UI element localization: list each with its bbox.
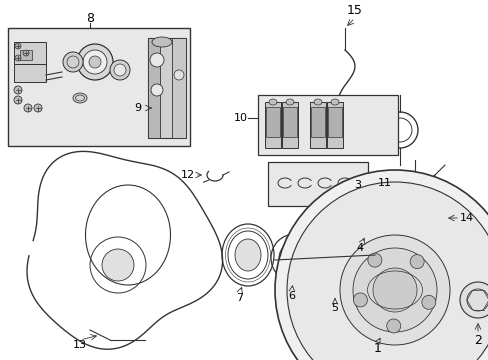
Circle shape bbox=[337, 272, 345, 280]
Circle shape bbox=[279, 242, 310, 274]
Ellipse shape bbox=[268, 99, 276, 105]
Circle shape bbox=[372, 268, 416, 312]
Text: 12: 12 bbox=[181, 170, 195, 180]
Ellipse shape bbox=[235, 239, 261, 271]
Bar bbox=[327, 107, 341, 137]
Text: 1: 1 bbox=[373, 342, 381, 355]
Circle shape bbox=[352, 248, 436, 332]
Circle shape bbox=[151, 84, 163, 96]
Circle shape bbox=[150, 53, 163, 67]
Circle shape bbox=[83, 50, 107, 74]
Text: 4: 4 bbox=[356, 243, 363, 253]
Circle shape bbox=[102, 249, 134, 281]
Text: 8: 8 bbox=[86, 12, 94, 24]
Circle shape bbox=[24, 104, 32, 112]
Text: 13: 13 bbox=[73, 340, 87, 350]
Bar bbox=[8, 28, 190, 146]
Text: 6: 6 bbox=[288, 291, 295, 301]
Text: 2: 2 bbox=[473, 333, 481, 346]
Bar bbox=[326, 102, 342, 148]
Text: 7: 7 bbox=[236, 293, 243, 303]
Bar bbox=[14, 42, 46, 64]
Bar bbox=[309, 102, 325, 148]
Circle shape bbox=[174, 70, 183, 80]
Circle shape bbox=[312, 264, 321, 272]
Circle shape bbox=[15, 43, 21, 49]
Ellipse shape bbox=[313, 99, 321, 105]
Circle shape bbox=[77, 44, 113, 80]
Text: 5: 5 bbox=[331, 303, 338, 313]
Circle shape bbox=[63, 52, 83, 72]
Circle shape bbox=[337, 230, 345, 238]
Circle shape bbox=[294, 215, 374, 295]
Circle shape bbox=[339, 235, 449, 345]
Circle shape bbox=[14, 86, 22, 94]
Circle shape bbox=[110, 60, 130, 80]
Ellipse shape bbox=[285, 99, 293, 105]
Ellipse shape bbox=[73, 93, 87, 103]
Ellipse shape bbox=[411, 207, 427, 229]
Circle shape bbox=[312, 238, 321, 246]
Text: 11: 11 bbox=[377, 178, 391, 188]
Circle shape bbox=[459, 282, 488, 318]
Bar bbox=[310, 107, 325, 137]
Bar bbox=[282, 102, 297, 148]
Circle shape bbox=[316, 237, 352, 273]
Bar bbox=[267, 162, 367, 206]
Text: 3: 3 bbox=[354, 180, 361, 190]
Bar bbox=[148, 38, 185, 138]
Bar bbox=[14, 64, 46, 82]
Circle shape bbox=[409, 255, 423, 269]
Circle shape bbox=[352, 251, 360, 259]
Bar bbox=[264, 102, 281, 148]
Text: 10: 10 bbox=[234, 113, 247, 123]
Circle shape bbox=[386, 319, 400, 333]
Text: 15: 15 bbox=[346, 4, 362, 17]
Circle shape bbox=[363, 220, 379, 236]
Bar bbox=[265, 107, 280, 137]
Circle shape bbox=[23, 50, 29, 56]
Circle shape bbox=[14, 96, 22, 104]
Circle shape bbox=[274, 170, 488, 360]
Bar bbox=[283, 107, 296, 137]
Circle shape bbox=[421, 295, 435, 309]
Circle shape bbox=[353, 293, 366, 307]
Circle shape bbox=[89, 56, 101, 68]
Circle shape bbox=[34, 104, 42, 112]
Text: 9: 9 bbox=[134, 103, 141, 113]
Bar bbox=[258, 95, 397, 155]
Bar bbox=[148, 38, 160, 138]
Bar bbox=[172, 38, 185, 138]
Circle shape bbox=[286, 182, 488, 360]
Ellipse shape bbox=[152, 37, 172, 47]
Circle shape bbox=[15, 55, 21, 61]
Text: 14: 14 bbox=[459, 213, 473, 223]
Circle shape bbox=[367, 253, 381, 267]
Bar bbox=[20, 50, 32, 60]
Ellipse shape bbox=[330, 99, 338, 105]
Circle shape bbox=[114, 64, 126, 76]
Circle shape bbox=[305, 225, 364, 285]
